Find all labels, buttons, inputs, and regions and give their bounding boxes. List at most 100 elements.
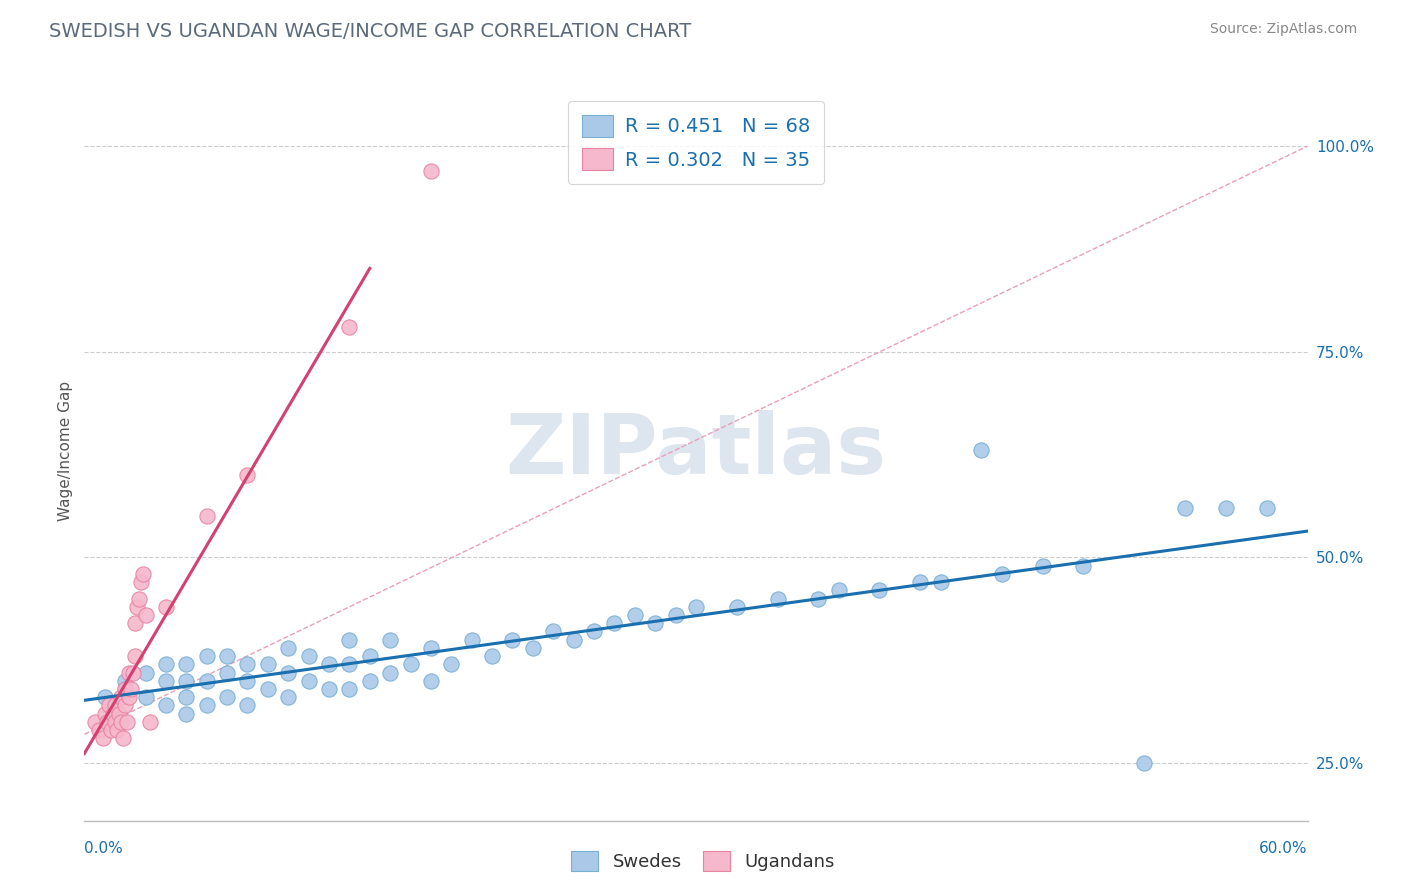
Point: [83, 714, 105, 729]
Point: [399, 657, 422, 672]
Point: [105, 723, 128, 738]
Point: [277, 690, 299, 705]
Point: [339, 681, 361, 696]
Legend: R = 0.451   N = 68, R = 0.302   N = 35: R = 0.451 N = 68, R = 0.302 N = 35: [568, 101, 824, 184]
Point: [665, 607, 688, 622]
Point: [155, 657, 177, 672]
Point: [122, 665, 145, 680]
Point: [583, 624, 606, 639]
Point: [624, 607, 647, 622]
Point: [174, 657, 197, 672]
Point: [155, 698, 177, 713]
Point: [991, 566, 1014, 581]
Point: [115, 714, 138, 729]
Text: 60.0%: 60.0%: [1260, 841, 1308, 856]
Point: [236, 468, 259, 483]
Point: [420, 673, 443, 688]
Point: [87, 723, 110, 738]
Point: [298, 673, 321, 688]
Point: [725, 599, 748, 614]
Point: [195, 673, 218, 688]
Point: [461, 632, 484, 647]
Point: [807, 591, 830, 606]
Point: [380, 632, 402, 647]
Point: [318, 681, 340, 696]
Point: [104, 698, 127, 713]
Point: [929, 575, 952, 590]
Legend: Swedes, Ugandans: Swedes, Ugandans: [564, 844, 842, 879]
Point: [174, 690, 197, 705]
Point: [118, 665, 141, 680]
Text: 0.0%: 0.0%: [84, 841, 124, 856]
Point: [135, 690, 157, 705]
Point: [359, 673, 381, 688]
Point: [277, 665, 299, 680]
Point: [138, 714, 160, 729]
Point: [339, 632, 361, 647]
Point: [869, 583, 891, 598]
Point: [91, 731, 114, 746]
Point: [277, 640, 299, 655]
Point: [522, 640, 544, 655]
Point: [174, 673, 197, 688]
Point: [1174, 501, 1197, 516]
Point: [236, 657, 259, 672]
Point: [359, 649, 381, 664]
Point: [685, 599, 707, 614]
Point: [318, 657, 340, 672]
Point: [420, 163, 443, 178]
Point: [114, 673, 136, 688]
Point: [124, 649, 146, 664]
Point: [110, 690, 132, 705]
Point: [155, 599, 177, 614]
Point: [339, 657, 361, 672]
Point: [440, 657, 463, 672]
Point: [135, 665, 157, 680]
Text: ZIPatlas: ZIPatlas: [506, 410, 886, 491]
Point: [104, 714, 127, 729]
Point: [114, 681, 136, 696]
Point: [93, 690, 115, 705]
Point: [217, 649, 239, 664]
Point: [603, 616, 626, 631]
Point: [112, 731, 135, 746]
Point: [93, 706, 115, 721]
Point: [96, 714, 118, 729]
Point: [502, 632, 524, 647]
Point: [108, 706, 131, 721]
Point: [420, 640, 443, 655]
Point: [128, 591, 150, 606]
Point: [132, 566, 155, 581]
Point: [110, 714, 132, 729]
Point: [257, 657, 280, 672]
Point: [114, 681, 136, 696]
Point: [195, 698, 218, 713]
Text: Source: ZipAtlas.com: Source: ZipAtlas.com: [1209, 22, 1357, 37]
Point: [1073, 558, 1095, 573]
Point: [380, 665, 402, 680]
Point: [1133, 756, 1156, 770]
Point: [118, 690, 141, 705]
Point: [766, 591, 789, 606]
Point: [236, 673, 259, 688]
Point: [910, 575, 932, 590]
Text: SWEDISH VS UGANDAN WAGE/INCOME GAP CORRELATION CHART: SWEDISH VS UGANDAN WAGE/INCOME GAP CORRE…: [49, 22, 692, 41]
Point: [543, 624, 565, 639]
Point: [481, 649, 503, 664]
Point: [562, 632, 585, 647]
Point: [174, 706, 197, 721]
Point: [828, 583, 851, 598]
Point: [195, 649, 218, 664]
Point: [970, 443, 993, 458]
Point: [114, 698, 136, 713]
Point: [257, 681, 280, 696]
Point: [1215, 501, 1237, 516]
Point: [101, 706, 124, 721]
Point: [120, 681, 142, 696]
Y-axis label: Wage/Income Gap: Wage/Income Gap: [58, 380, 73, 521]
Point: [100, 723, 122, 738]
Point: [195, 509, 218, 524]
Point: [131, 575, 153, 590]
Point: [217, 690, 239, 705]
Point: [1256, 501, 1278, 516]
